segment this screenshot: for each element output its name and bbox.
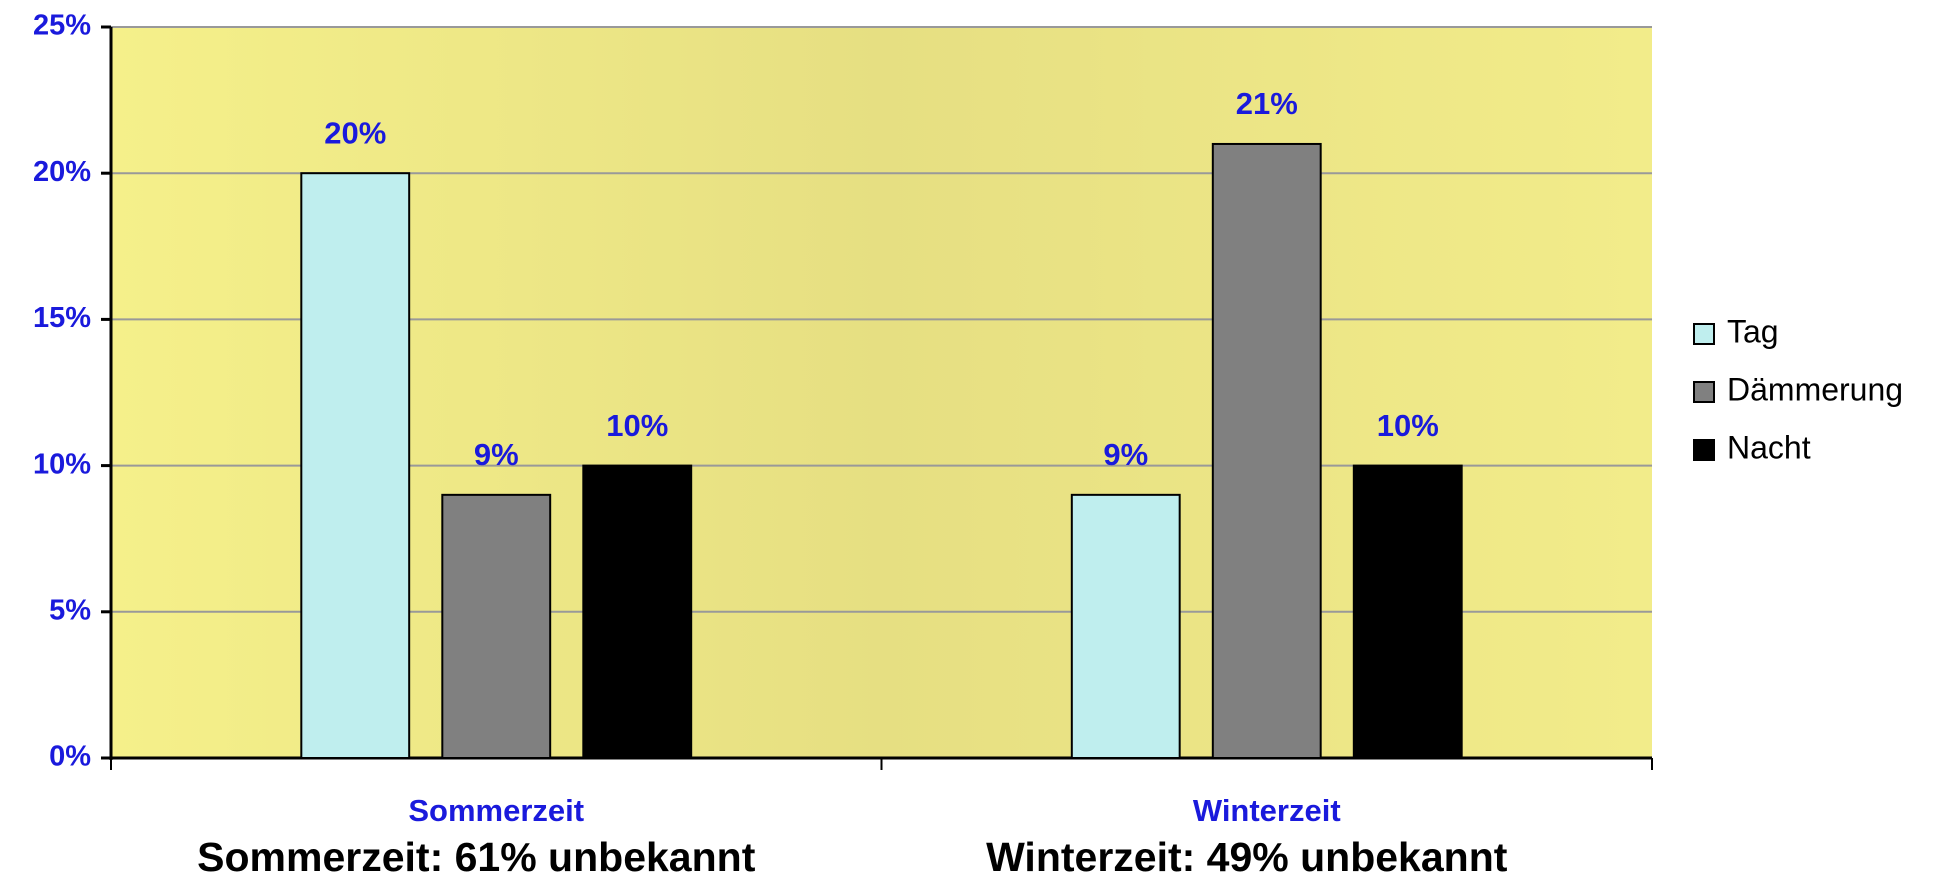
y-tick-label: 10% [33,448,91,480]
value-label: 21% [1236,86,1298,121]
bar [1352,464,1463,759]
annotation: Sommerzeit: 61% unbekannt [197,834,756,880]
legend-swatch [1693,323,1715,345]
value-label: 10% [1377,408,1439,443]
bar [441,493,552,759]
legend-swatch [1693,439,1715,461]
bar [582,464,693,759]
legend-label: Dämmerung [1727,371,1903,407]
y-tick-label: 0% [49,741,91,773]
x-tick-label: Winterzeit [1193,793,1341,828]
y-tick-label: 15% [33,302,91,334]
y-tick-label: 5% [49,594,91,626]
bar [1070,493,1181,759]
bar [300,172,411,759]
value-label: 9% [1103,437,1148,472]
legend-label: Nacht [1727,429,1811,465]
legend-swatch [1693,381,1715,403]
y-tick-label: 20% [33,156,91,188]
x-tick-label: Sommerzeit [408,793,584,828]
value-label: 20% [324,115,386,150]
value-label: 9% [474,437,519,472]
annotation: Winterzeit: 49% unbekannt [986,834,1508,880]
value-label: 10% [606,408,668,443]
bar [1211,142,1322,759]
y-tick-label: 25% [33,10,91,42]
legend-label: Tag [1727,313,1779,349]
